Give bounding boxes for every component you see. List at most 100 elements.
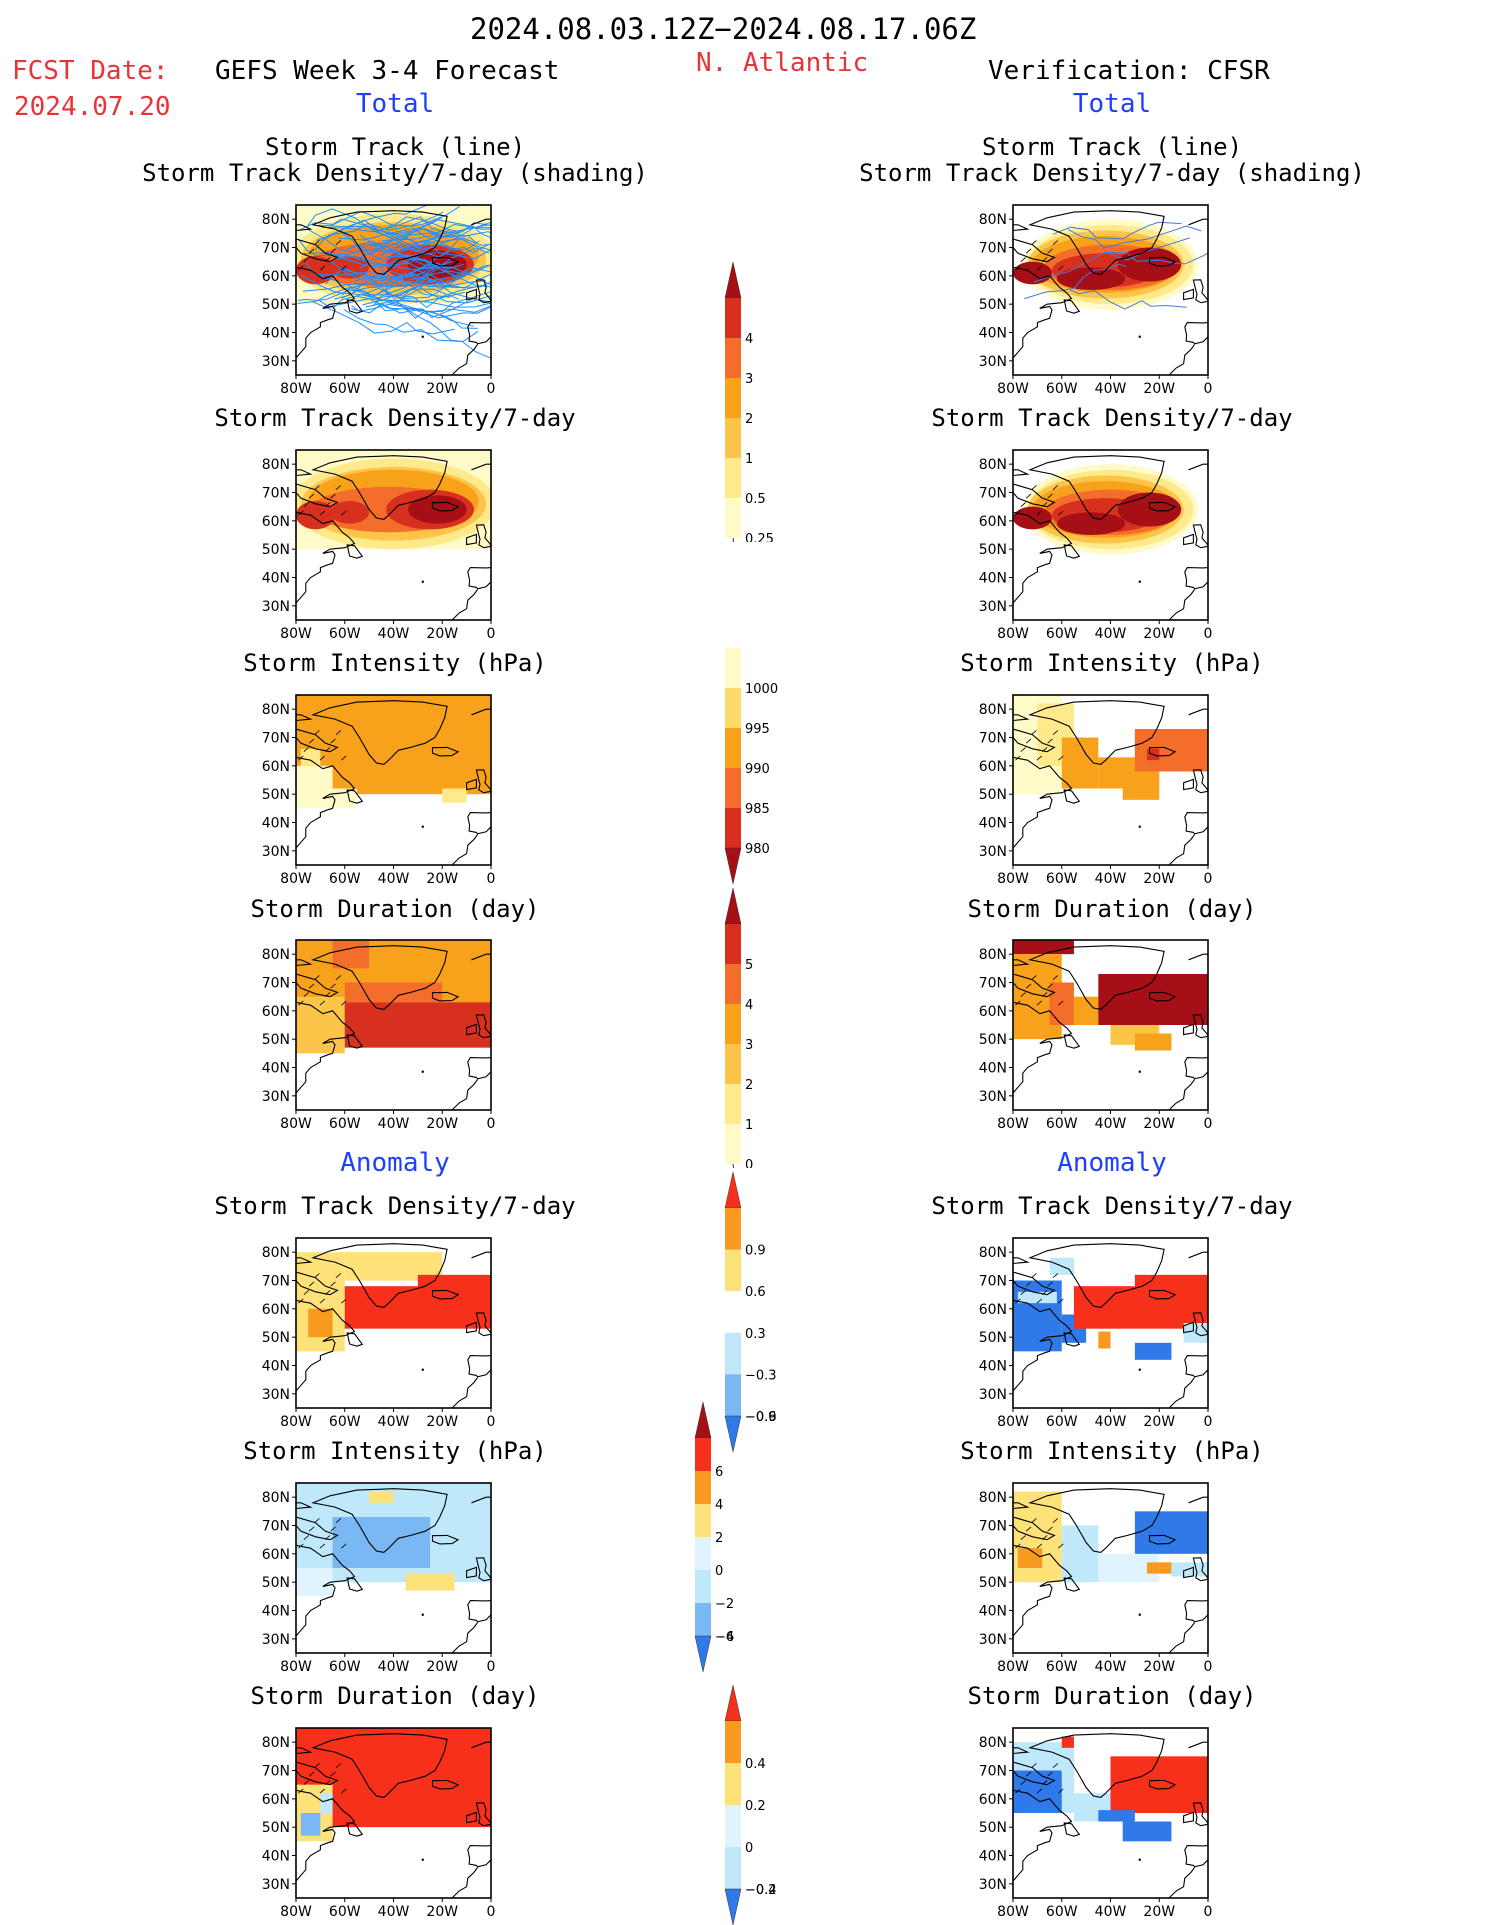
lat-label: 80N [262, 702, 290, 718]
shade-region [296, 501, 335, 530]
lat-label: 50N [262, 542, 290, 558]
lat-label: 40N [262, 1849, 290, 1865]
island-coast [431, 256, 460, 267]
europe-africa-coast [1188, 708, 1208, 717]
lon-label: 0 [1204, 1904, 1213, 1918]
lat-label: 30N [979, 1387, 1007, 1403]
right-anomaly-label: Anomaly [1057, 1148, 1167, 1178]
europe-africa-coast [1207, 1541, 1208, 1550]
lat-label: 70N [979, 1519, 1007, 1535]
map-obs-duration: 80N 70N 60N 50N 40N 30N 80W 60W 40W 20W 0 [979, 939, 1212, 1130]
title-l3: Storm Intensity (hPa) [243, 649, 547, 677]
island-coast [296, 1502, 313, 1510]
title-r2: Storm Track Density/7-day [931, 404, 1293, 432]
lon-label: 80W [997, 1414, 1029, 1428]
arctic-island-coast [1041, 1780, 1048, 1785]
arctic-island-coast [335, 240, 342, 245]
greenland-coast [311, 1733, 448, 1798]
arctic-island-coast [1052, 485, 1059, 490]
island-coast [346, 299, 364, 314]
storm-track-line [335, 234, 477, 261]
north-america-coast [1013, 756, 1073, 849]
storm-track-line [385, 292, 491, 308]
azores-dot [421, 335, 424, 338]
island-coast [1013, 959, 1030, 967]
island-coast [1063, 299, 1081, 314]
arctic-island-coast [1025, 1526, 1032, 1532]
storm-track-line [338, 227, 491, 246]
arctic-island-coast [1020, 1290, 1026, 1295]
island-coast [1013, 714, 1030, 722]
lat-label: 80N [262, 1735, 290, 1751]
arctic-island-coast [1058, 1298, 1064, 1304]
title-l4: Storm Duration (day) [250, 895, 540, 923]
arctic-island-coast [1041, 1290, 1048, 1295]
shade-cell [369, 1491, 394, 1503]
europe-africa-coast [1188, 953, 1208, 962]
lat-label: 30N [262, 354, 290, 370]
title-l5: Storm Track Density/7-day [214, 1192, 576, 1220]
arctic-island-coast [1041, 992, 1048, 997]
colorbar-swatch [725, 418, 741, 458]
title-l1b: Storm Track Density/7-day (shading) [142, 159, 648, 187]
colorbar-label: 3 [745, 372, 753, 387]
island-coast [1063, 1577, 1081, 1592]
map-fcst-track: 80N 70N 60N 50N 40N 30N 80W 60W 40W 20W 0 [262, 204, 495, 395]
arctic-island-coast [303, 747, 309, 752]
lat-label: 40N [979, 816, 1007, 832]
colorbar-swatch [695, 1438, 711, 1471]
colorbar-swatch [695, 1603, 711, 1636]
europe-africa-coast [1188, 1496, 1208, 1505]
storm-track-line [325, 267, 450, 298]
arctic-island-coast [330, 1526, 336, 1532]
arctic-island-coast [1025, 248, 1032, 254]
europe-africa-coast [471, 218, 491, 227]
island-coast [475, 1557, 491, 1582]
greenland-coast [1028, 455, 1165, 520]
azores-dot [421, 1858, 424, 1861]
lon-label: 80W [280, 1904, 312, 1918]
island-coast [466, 1023, 477, 1036]
colorbar-swatch [694, 1402, 712, 1439]
colorbar-label: 3 [745, 1038, 753, 1053]
arctic-island-coast [1058, 265, 1064, 271]
arctic-island-coast [1031, 1518, 1037, 1523]
arctic-island-coast [341, 1000, 347, 1006]
island-coast [1192, 279, 1208, 304]
storm-track-line [369, 272, 487, 288]
azores-dot [1138, 1368, 1141, 1371]
island-coast [1192, 1802, 1208, 1827]
lat-label: 30N [262, 1632, 290, 1648]
shade-cell [344, 982, 443, 1003]
shade-cell [300, 1813, 321, 1836]
europe-africa-coast [1207, 1786, 1208, 1795]
arctic-island-coast [298, 265, 304, 271]
storm-track-line [377, 265, 491, 285]
lon-label: 80W [280, 1116, 312, 1130]
storm-track-line [318, 224, 452, 258]
map-fcst-anom-duration: 80N 70N 60N 50N 40N 30N 80W 60W 40W 20W 0 [262, 1727, 495, 1918]
colorbar-label: 0.4 [745, 1757, 766, 1772]
lon-label: 80W [997, 381, 1029, 395]
shade-cell [1098, 1810, 1135, 1822]
lat-label: 60N [979, 269, 1007, 285]
storm-track-line [1052, 221, 1182, 240]
lat-label: 50N [262, 1330, 290, 1346]
lat-label: 30N [262, 599, 290, 615]
lat-label: 80N [262, 1245, 290, 1261]
lat-label: 50N [262, 1575, 290, 1591]
europe-africa-coast [1207, 753, 1208, 762]
lat-label: 80N [262, 212, 290, 228]
shade-region [1056, 267, 1126, 290]
colorbar-swatch [725, 808, 741, 848]
colorbar-anom-duration: 0.4 0.2 0 −0.2−0.4 [724, 1685, 777, 1925]
title-r6: Storm Intensity (hPa) [960, 1437, 1264, 1465]
shade-cell [1049, 982, 1074, 1025]
colorbar-label: 0 [715, 1564, 723, 1579]
lat-label: 50N [979, 1330, 1007, 1346]
shade-cell [308, 1308, 333, 1338]
lon-label: 60W [1046, 1659, 1078, 1673]
greenland-coast [311, 945, 448, 1010]
island-coast [1183, 1566, 1194, 1579]
colorbar-label: 0.9 [745, 1244, 766, 1259]
